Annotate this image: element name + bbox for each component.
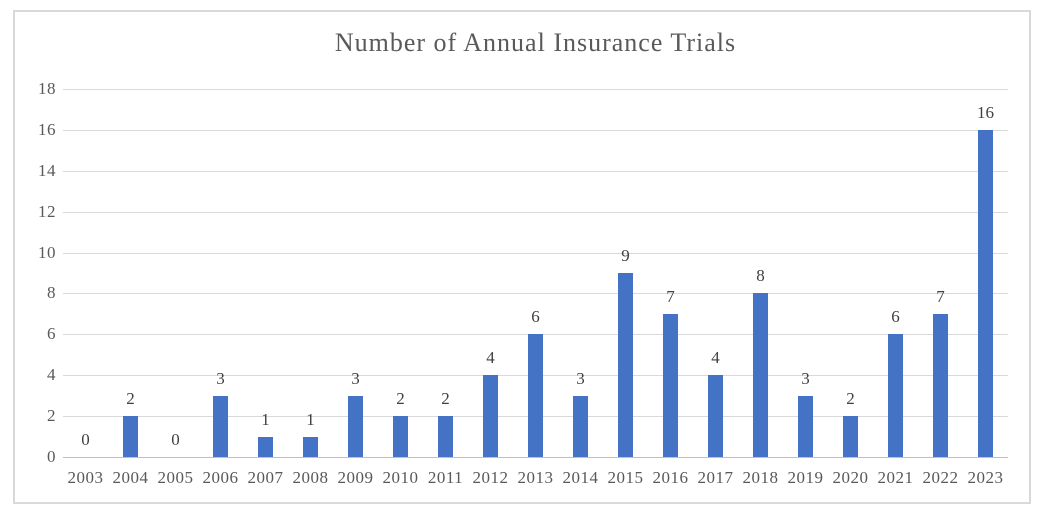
y-tick-label: 6 — [47, 324, 56, 344]
x-tick-label-2020: 2020 — [832, 468, 869, 487]
x-tick-label-2005: 2005 — [157, 468, 194, 487]
y-tick-label: 0 — [47, 447, 56, 466]
data-label-2014: 3 — [576, 368, 585, 388]
x-tick-label-2009: 2009 — [337, 468, 374, 487]
data-label-2017: 4 — [711, 348, 720, 368]
data-label-2020: 2 — [846, 389, 855, 409]
chart-frame: Number of Annual Insurance Trials 0 2 4 6 8 1… — [13, 10, 1031, 504]
gridline — [63, 252, 1008, 254]
data-label-2010: 2 — [396, 389, 405, 409]
bar-2021 — [888, 334, 903, 457]
bar-2019 — [798, 395, 813, 457]
y-tick-label: 16 — [38, 119, 56, 139]
gridline — [63, 211, 1008, 213]
y-tick-label: 14 — [38, 160, 56, 180]
plot-area: 0 2 4 6 8 10 12 14 16 18 2003 2004 2005 2006 2007 2008… — [38, 79, 1008, 487]
bar-2015 — [618, 273, 633, 457]
bar-2022 — [933, 313, 948, 457]
data-label-2015: 9 — [621, 246, 630, 265]
x-tick-label-2013: 2013 — [517, 468, 554, 487]
y-tick-label: 2 — [47, 406, 56, 426]
chart-title: Number of Annual Insurance Trials — [334, 28, 737, 57]
bar-2017 — [708, 375, 723, 457]
bar-2009 — [348, 395, 363, 457]
bar-2013 — [528, 334, 543, 457]
x-tick-label-2019: 2019 — [787, 468, 824, 487]
bar-2004 — [123, 416, 138, 457]
data-label-2013: 6 — [531, 307, 540, 327]
bar-2018 — [753, 293, 768, 457]
data-label-2018: 8 — [756, 266, 765, 286]
data-label-2009: 3 — [351, 368, 360, 388]
data-label-2006: 3 — [216, 368, 225, 388]
data-label-2007: 1 — [261, 409, 270, 429]
bar-2012 — [483, 375, 498, 457]
x-tick-label-2023: 2023 — [967, 468, 1004, 487]
data-label-2016: 7 — [666, 286, 675, 306]
bar-2010 — [393, 416, 408, 457]
bar-2006 — [213, 395, 228, 457]
data-label-2011: 2 — [441, 389, 450, 409]
data-label-2023: 16 — [977, 102, 994, 122]
data-label-2021: 6 — [891, 307, 900, 327]
gridline — [63, 129, 1008, 131]
gridline — [63, 89, 1008, 90]
x-tick-label-2016: 2016 — [652, 468, 689, 487]
gridline — [63, 293, 1008, 295]
y-tick-label: 12 — [38, 201, 56, 221]
data-label-2004: 2 — [126, 389, 135, 409]
y-tick-label: 4 — [47, 365, 56, 385]
x-tick-label-2015: 2015 — [607, 468, 644, 487]
data-label-2022: 7 — [936, 286, 945, 306]
bar-2008 — [303, 436, 318, 457]
y-tick-label: 8 — [47, 283, 56, 303]
x-tick-label-2008: 2008 — [292, 468, 329, 487]
bar-2020 — [843, 416, 858, 457]
x-tick-label-2004: 2004 — [112, 468, 149, 487]
bar-2014 — [573, 395, 588, 457]
bar-2016 — [663, 313, 678, 457]
x-tick-label-2003: 2003 — [67, 468, 104, 487]
x-tick-label-2022: 2022 — [922, 468, 959, 487]
x-tick-label-2017: 2017 — [697, 468, 734, 487]
data-label-2012: 4 — [486, 348, 495, 368]
x-axis-line — [63, 457, 1008, 458]
x-tick-label-2007: 2007 — [247, 468, 284, 487]
data-label-2005: 0 — [171, 430, 180, 449]
x-tick-label-2010: 2010 — [382, 468, 419, 487]
x-tick-label-2012: 2012 — [472, 468, 509, 487]
x-tick-label-2018: 2018 — [742, 468, 779, 487]
x-tick-label-2021: 2021 — [877, 468, 914, 487]
x-tick-label-2011: 2011 — [427, 468, 464, 487]
gridline — [63, 170, 1008, 172]
data-label-2019: 3 — [801, 368, 810, 388]
bar-2011 — [438, 416, 453, 457]
bar-2007 — [258, 436, 273, 457]
data-label-2003: 0 — [81, 430, 90, 449]
y-tick-label: 10 — [38, 242, 56, 262]
data-label-2008: 1 — [306, 409, 315, 429]
x-tick-label-2014: 2014 — [562, 468, 599, 487]
bar-2023 — [978, 129, 993, 457]
x-tick-label-2006: 2006 — [202, 468, 239, 487]
y-tick-label: 18 — [38, 79, 56, 98]
